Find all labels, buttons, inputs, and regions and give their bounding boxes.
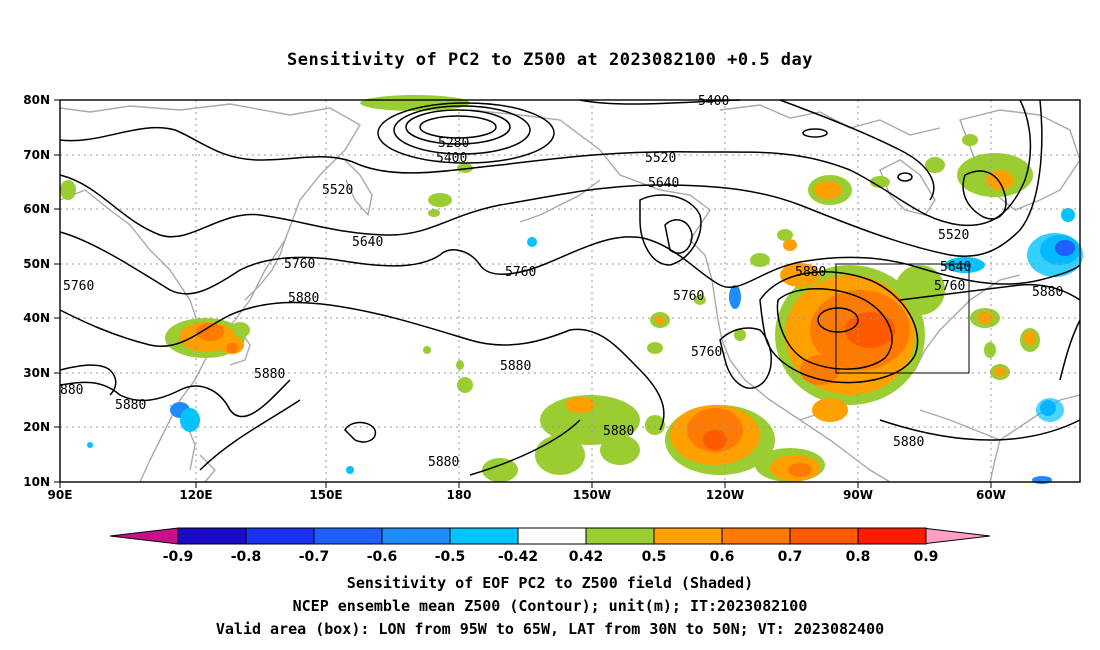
colorbar-label: 0.6 (710, 549, 735, 565)
lat-label: 30N (23, 366, 50, 380)
contour-label: 5880 (1032, 285, 1063, 300)
colorbar-label: -0.8 (231, 549, 262, 565)
plot-area: 5400 5280 5400 5520 5520 5640 5640 5520 … (59, 94, 1083, 484)
colorbar: -0.9 -0.8 -0.7 -0.6 -0.5 -0.42 0.42 0.5 0.6 0.7 0.… (109, 527, 991, 565)
contour-label: 5880 (795, 265, 826, 280)
contour-label: 5760 (934, 279, 965, 294)
contour-label: 5760 (63, 279, 94, 294)
contour-label: 5880 (254, 367, 285, 382)
lat-label: 80N (23, 93, 50, 107)
colorbar-label: 0.7 (778, 549, 803, 565)
lat-label: 50N (23, 257, 50, 271)
contour-labels: 5400 5280 5400 5520 5520 5640 5640 5520 … (60, 94, 1063, 470)
lat-label: 10N (23, 475, 50, 489)
lat-label: 20N (23, 420, 50, 434)
contour-label: 5640 (352, 235, 383, 250)
colorbar-label: -0.9 (163, 549, 194, 565)
contour-label: 5880 (115, 398, 146, 413)
colorbar-segment (449, 527, 519, 545)
lon-label: 180 (446, 488, 471, 502)
contour-label: 5760 (691, 345, 722, 360)
lon-label: 150W (573, 488, 611, 502)
colorbar-label: -0.6 (367, 549, 398, 565)
contour-label: 5880 (893, 435, 924, 450)
contour-label: 5880 (288, 291, 319, 306)
gridlines (60, 100, 1080, 482)
lat-axis: 80N 70N 60N 50N 40N 30N 20N 10N (23, 93, 60, 489)
footer-line-shaded: Sensitivity of EOF PC2 to Z500 field (Sh… (346, 574, 754, 592)
contour-label: 5880 (428, 455, 459, 470)
lat-label: 60N (23, 202, 50, 216)
contour-label: 5640 (940, 260, 971, 275)
z500-contours (59, 99, 1081, 476)
contour-label: 5520 (645, 151, 676, 166)
lon-label: 120E (179, 488, 212, 502)
footer-line-valid-area: Valid area (box): LON from 95W to 65W, L… (215, 620, 885, 638)
contour-label: 5520 (322, 183, 353, 198)
contour-label: 5760 (673, 289, 704, 304)
colorbar-end-high (921, 527, 991, 545)
valid-area-box (835, 263, 970, 374)
colorbar-label: 0.5 (642, 549, 667, 565)
colorbar-segment (585, 527, 655, 545)
contour-label: 5520 (938, 228, 969, 243)
lon-label: 90E (48, 488, 73, 502)
contour-label: 5760 (505, 265, 536, 280)
lat-label: 70N (23, 148, 50, 162)
colorbar-label: 0.8 (846, 549, 871, 565)
lon-axis: 90E 120E 150E 180 150W 120W 90W 60W (48, 482, 1006, 502)
colorbar-segment (653, 527, 723, 545)
colorbar-label: -0.5 (435, 549, 466, 565)
contour-label: 5280 (438, 136, 469, 151)
colorbar-end-low (109, 527, 179, 545)
shaded-sensitivity (60, 95, 1083, 484)
contour-label: 5640 (648, 176, 679, 191)
colorbar-segment (517, 527, 587, 545)
contour-label: 5880 (603, 424, 634, 439)
lon-label: 90W (843, 488, 873, 502)
contour-label: 880 (60, 383, 83, 398)
contour-label: 5760 (284, 257, 315, 272)
lat-label: 40N (23, 311, 50, 325)
map-title: Sensitivity of PC2 to Z500 at 2023082100… (286, 50, 813, 70)
colorbar-segment (721, 527, 791, 545)
colorbar-segment (857, 527, 927, 545)
contour-label: 5880 (500, 359, 531, 374)
colorbar-segment (313, 527, 383, 545)
lon-label: 150E (309, 488, 342, 502)
colorbar-segment (177, 527, 247, 545)
colorbar-label: -0.7 (299, 549, 330, 565)
colorbar-label: 0.9 (914, 549, 939, 565)
lon-label: 120W (706, 488, 744, 502)
contour-label: 5400 (436, 151, 467, 166)
colorbar-segment (245, 527, 315, 545)
colorbar-label: 0.42 (569, 549, 604, 565)
colorbar-segment (381, 527, 451, 545)
colorbar-label: -0.42 (498, 549, 538, 565)
lon-label: 60W (976, 488, 1006, 502)
colorbar-segment (789, 527, 859, 545)
footer-line-contour: NCEP ensemble mean Z500 (Contour); unit(… (292, 597, 808, 615)
contour-label: 5400 (698, 94, 729, 109)
